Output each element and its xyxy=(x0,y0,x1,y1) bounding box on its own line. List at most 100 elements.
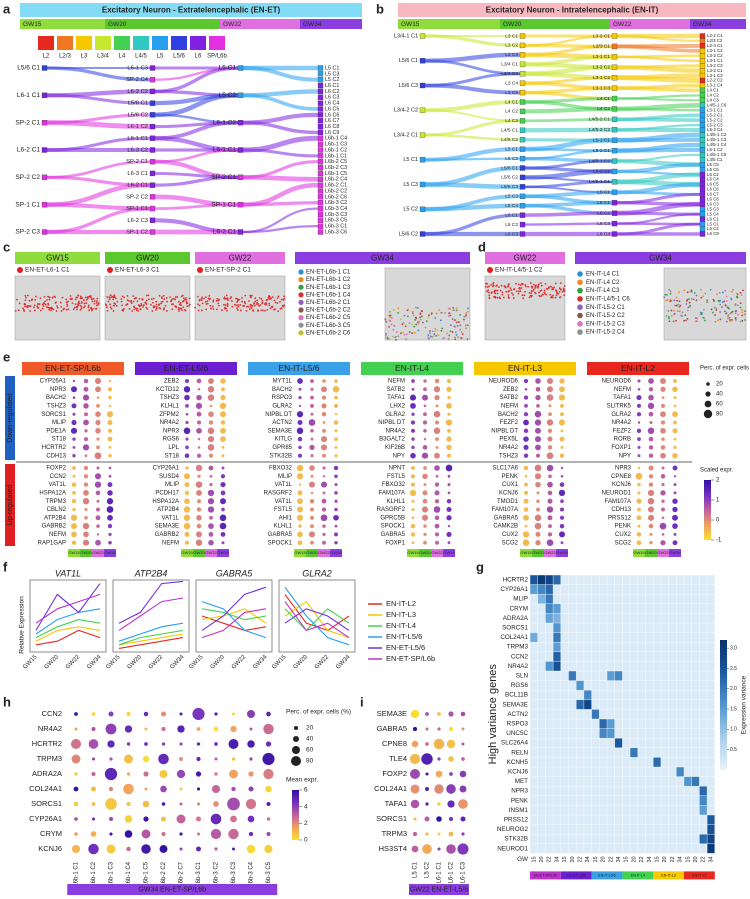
gene-label: KCNH5 xyxy=(507,759,529,766)
node xyxy=(611,33,618,39)
cell-dot xyxy=(712,298,715,301)
node xyxy=(519,80,526,86)
cell-dot xyxy=(527,285,530,288)
node-label: L6 C6 xyxy=(325,112,339,118)
expr-dot xyxy=(245,798,257,810)
cell-dot xyxy=(33,309,36,312)
gene-label: CCN2 xyxy=(50,474,67,480)
cell-dot xyxy=(150,303,152,306)
gene-label: TSHZ3 xyxy=(160,395,180,401)
node xyxy=(317,205,324,212)
expr-dot xyxy=(322,466,326,470)
gene-label: INSM1 xyxy=(509,807,529,814)
flow xyxy=(242,160,319,179)
heat-cell xyxy=(576,680,584,691)
node-label: L6 C5 xyxy=(325,106,339,112)
gene-label: RORB xyxy=(614,437,631,443)
expr-dot xyxy=(126,742,131,746)
node-label: L4/5 C2 xyxy=(501,137,518,143)
cell-dot xyxy=(122,310,125,312)
node-label: L6-1 C2 xyxy=(213,119,237,126)
cell-dot xyxy=(80,297,83,300)
expr-dot xyxy=(333,514,339,521)
cell-dot xyxy=(408,322,411,325)
cell-dot xyxy=(155,307,158,310)
cell-dot xyxy=(524,290,526,293)
cell-dot xyxy=(88,309,90,312)
node xyxy=(519,108,526,115)
cell-dot xyxy=(455,333,458,336)
heat-cell xyxy=(553,651,561,662)
cell-dot xyxy=(440,319,442,322)
node xyxy=(149,229,156,235)
node-label: L6 C1 xyxy=(325,83,339,89)
x-tick-label: 20 xyxy=(570,856,576,862)
expr-dot xyxy=(535,540,541,546)
cell-dot xyxy=(22,307,25,310)
cell-dot xyxy=(47,303,50,306)
expr-dot xyxy=(660,427,666,434)
expr-dot xyxy=(321,395,327,400)
cell-dot xyxy=(180,304,183,307)
node xyxy=(41,229,48,235)
flow xyxy=(242,135,319,153)
gene-label: FOXP2 xyxy=(382,769,407,778)
node-label: L3 C3 xyxy=(505,52,518,58)
line xyxy=(118,622,184,642)
cell-dot xyxy=(411,310,414,313)
line xyxy=(201,615,267,631)
expr-dot xyxy=(559,523,565,529)
cell-dot xyxy=(93,300,96,303)
expr-dot xyxy=(449,727,453,731)
node xyxy=(699,33,706,39)
expr-dot xyxy=(321,386,327,393)
expr-dot xyxy=(83,482,89,487)
expr-dot xyxy=(648,445,654,450)
heat-cell xyxy=(545,575,554,585)
cell-dot xyxy=(223,303,225,306)
x-tick-label: GW20 xyxy=(44,654,61,671)
cell-dot xyxy=(521,294,524,297)
cell-dot xyxy=(177,301,180,303)
expr-dot xyxy=(72,466,76,470)
cell-dot xyxy=(434,330,436,333)
node-label: L5-2 C2 xyxy=(593,169,610,175)
expr-dot xyxy=(196,378,202,384)
gene-label: SLN xyxy=(516,672,529,679)
group-label: EN-IT-L4 xyxy=(631,873,645,877)
node-label: L2/3 C2 xyxy=(707,38,723,43)
cell-dot xyxy=(467,324,469,327)
flow xyxy=(424,34,521,48)
cell-dot xyxy=(727,315,729,317)
expr-dot xyxy=(447,483,451,487)
expr-dot xyxy=(74,727,78,731)
x-tick-label: 20 xyxy=(539,856,545,862)
expr-dot xyxy=(228,828,239,840)
expr-dot xyxy=(659,522,667,530)
expr-dot xyxy=(523,453,529,458)
cell-dot xyxy=(513,288,516,290)
x-tick-label: 22 xyxy=(578,856,584,862)
expr-dot xyxy=(673,475,677,478)
expr-dot xyxy=(196,411,202,417)
flow xyxy=(424,182,521,190)
cell-dot xyxy=(550,295,553,298)
cell-dot xyxy=(488,297,491,300)
expr-dot xyxy=(672,411,678,418)
x-tick-label: 15 xyxy=(655,856,661,862)
cell-dot xyxy=(555,290,558,293)
expr-dot xyxy=(298,395,302,400)
expr-dot xyxy=(108,532,112,537)
cell-dot xyxy=(669,290,672,293)
expr-dot xyxy=(437,847,441,851)
cell-dot xyxy=(463,315,466,318)
expr-dot xyxy=(220,474,226,479)
gene-label: NR4A2 xyxy=(499,445,519,451)
expr-dot xyxy=(421,452,429,459)
cell-dot xyxy=(713,300,715,302)
legend-label: EN-IT-L2 xyxy=(386,599,416,608)
gene-label: MLIP xyxy=(278,474,292,480)
expr-dot xyxy=(107,523,113,529)
cell-dot xyxy=(512,297,515,300)
cell-dot xyxy=(523,294,526,297)
